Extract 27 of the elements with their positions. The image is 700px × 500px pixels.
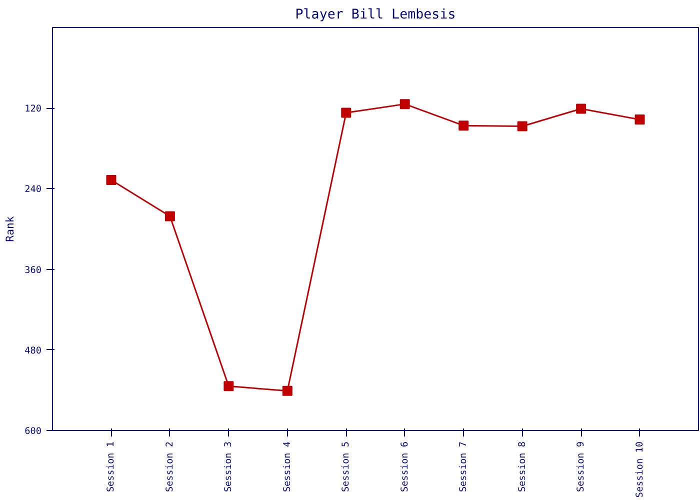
y-axis-title: Rank	[4, 216, 17, 242]
x-tick-label: Session 5	[340, 441, 352, 492]
x-tick-label: Session 2	[164, 441, 176, 492]
x-tick-label: Session 3	[223, 441, 234, 492]
point	[400, 99, 410, 110]
x-tick-label: Session 1	[106, 441, 117, 492]
point	[458, 120, 469, 131]
point	[341, 108, 352, 118]
point	[282, 386, 292, 396]
chart-title: Player Bill Lembesis	[295, 8, 456, 22]
point	[517, 121, 528, 132]
x-tick-label: Session 10	[634, 441, 646, 498]
point	[106, 174, 116, 185]
x-tick-label: Session 8	[516, 441, 528, 492]
point	[164, 211, 175, 222]
y-tick-label: 360	[24, 264, 42, 276]
point	[224, 381, 234, 392]
y-tick-label: 480	[24, 345, 42, 356]
point	[634, 114, 645, 125]
x-tick-label: Session 9	[576, 441, 587, 492]
x-tick-label: Session 6	[399, 441, 410, 492]
x-tick-label: Session 7	[458, 441, 470, 492]
y-tick-label: 120	[24, 104, 42, 115]
y-tick-label: 600	[24, 426, 42, 437]
y-tick-label: 240	[24, 184, 42, 196]
x-tick-label: Session 4	[282, 441, 293, 492]
point	[576, 104, 586, 114]
